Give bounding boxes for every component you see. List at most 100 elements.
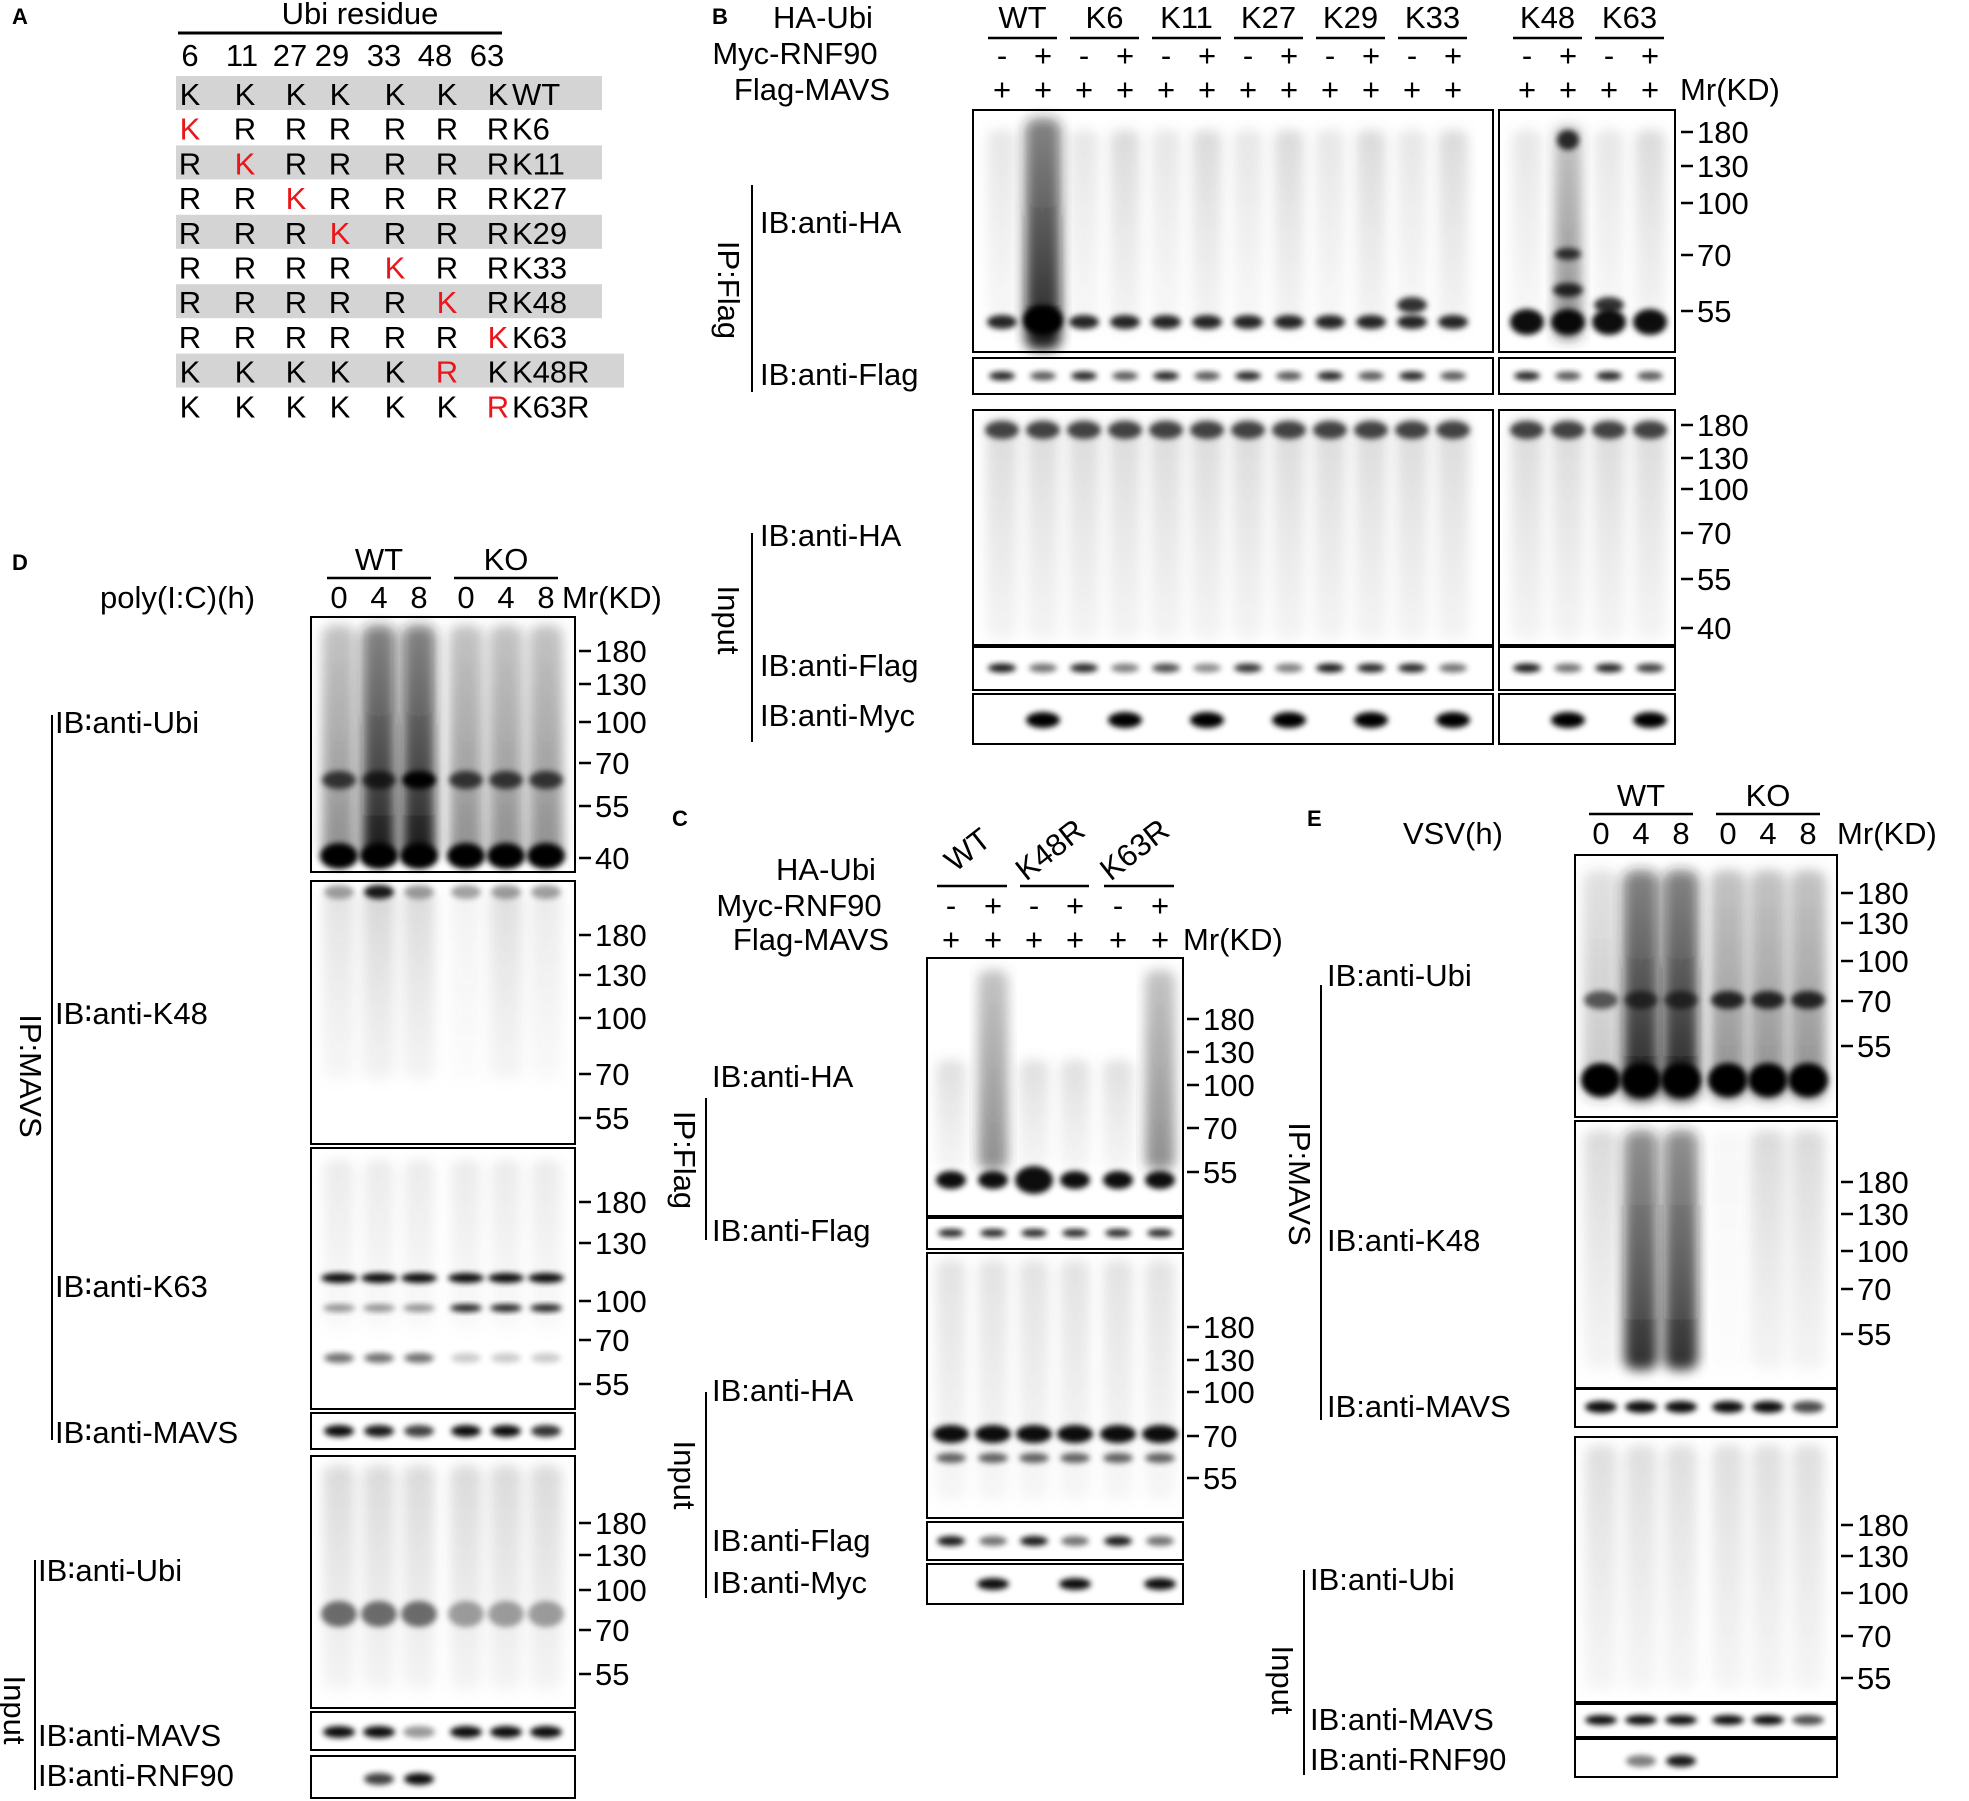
band-65kd [531, 1353, 561, 1363]
smear-input [1150, 418, 1182, 640]
smear [449, 625, 483, 860]
residue-cell: K [286, 181, 307, 216]
marker-label-130: 130 [595, 1226, 647, 1261]
residue-cell: K [437, 77, 458, 112]
band-65kd [364, 1353, 394, 1363]
band-55kd [1510, 309, 1544, 335]
smear-input [1396, 418, 1428, 640]
panel-c-label-ha-ubi: HA-Ubi [776, 852, 876, 887]
band-70kd [449, 771, 483, 789]
band-55kd [1274, 315, 1304, 329]
smear [1145, 970, 1175, 1170]
smear-light [1103, 1060, 1133, 1170]
residue-cell: K [235, 146, 256, 181]
band [1019, 1453, 1049, 1463]
panel-c: HA-Ubi Myc-RNF90 Flag-MAVS WT K48R K63R-++… [667, 812, 1283, 1605]
band-70kd [488, 1601, 524, 1627]
marker-label-180: 180 [595, 634, 647, 669]
panel-b-ib-ip-flag: IB:anti-Flag [760, 357, 919, 392]
residue-position-63: 63 [470, 38, 504, 73]
residue-cell: R [285, 112, 307, 147]
residue-cell: R [179, 146, 201, 181]
band-flag [1071, 371, 1097, 381]
band-mavs [1665, 1401, 1697, 1413]
panel-c-label-flag-mavs: Flag-MAVS [733, 922, 889, 957]
smear-input [1625, 1445, 1657, 1690]
residue-position-11: 11 [226, 38, 258, 73]
panel-d-ip-k63-bands [321, 1160, 564, 1363]
panel-d-in-rnf90-bands [364, 1773, 434, 1785]
band-input-top [1354, 421, 1388, 439]
panel-letter-e: E [1307, 806, 1322, 831]
group-label-wt: WT [938, 821, 998, 878]
panel-c-label-myc-rnf90: Myc-RNF90 [716, 888, 881, 923]
band-mavs [1585, 1715, 1617, 1725]
panel-d: WT KO0 4 8 0 4 8 poly(I:C)(h) Mr(KD) IB∶anti-U… [0, 542, 662, 1799]
row-shade [176, 76, 602, 110]
row-shade [176, 284, 602, 319]
band-flag [1440, 371, 1466, 381]
myc-sign: - [997, 38, 1007, 73]
myc-sign: + [1116, 38, 1134, 73]
panel-e-treatment: VSV(h) [1403, 816, 1503, 851]
panel-e: WT KO0 4 8 0 4 8 VSV(h) Mr(KD) IB:anti-Ubi IB:… [1265, 778, 1937, 1778]
flag-sign: + [1239, 72, 1257, 107]
smear-strong [1025, 118, 1061, 350]
marker-label-100: 100 [1697, 472, 1749, 507]
marker-label-180: 180 [1857, 876, 1909, 911]
flag-sign: + [1403, 72, 1421, 107]
smear [531, 1160, 561, 1330]
smear-input [1792, 1445, 1824, 1690]
smear-input [1752, 1445, 1784, 1690]
row-label-k27: K27 [512, 181, 567, 216]
row-label-k48: K48 [512, 285, 567, 320]
smear [1751, 1130, 1785, 1370]
band-flag [979, 1536, 1007, 1546]
timepoint-0: 0 [1592, 816, 1609, 851]
panel-b-blot-in-myc-left [972, 693, 1494, 745]
band-flag [937, 1536, 965, 1546]
panel-d-ib-ip-mavs: IB∶anti-MAVS [55, 1415, 238, 1450]
band-myc [977, 1578, 1009, 1590]
panel-d-ib-ip-ubi: IB∶anti-Ubi [55, 705, 199, 740]
panel-b-ib-in-ha: IB:anti-HA [760, 518, 902, 553]
row-label-wt: WT [512, 77, 560, 112]
band-70kd [361, 1601, 397, 1627]
band-65kd [491, 1353, 521, 1363]
panel-d-markers: 1801301007055401801301007055180130100705… [579, 634, 647, 1692]
row-label-k6: K6 [512, 112, 550, 147]
residue-cell: R [234, 320, 256, 355]
myc-sign: - [1161, 38, 1171, 73]
band-top [491, 885, 521, 899]
band-myc [1436, 712, 1470, 728]
band-flag [1111, 663, 1139, 673]
band [978, 1453, 1008, 1463]
smear [530, 890, 562, 1080]
residue-cell: K [437, 389, 458, 424]
band-mavs [1625, 1401, 1657, 1413]
marker-label-55: 55 [595, 1367, 629, 1402]
band-flag [1030, 371, 1056, 381]
myc-sign: - [1079, 38, 1089, 73]
residue-cell: R [384, 112, 406, 147]
band-flag [1596, 371, 1622, 381]
smear [1663, 870, 1699, 1100]
panel-d-ip-label: IP:MAVS [13, 1014, 48, 1137]
band-input-top [1231, 421, 1265, 439]
residue-cell: R [487, 112, 509, 147]
panel-c-blot-in-flag [926, 1521, 1184, 1561]
smear [489, 625, 523, 860]
band-myc [1551, 712, 1585, 728]
band-input-top [1592, 421, 1626, 439]
band-70kd [322, 771, 356, 789]
panel-c-ib-in-flag: IB:anti-Flag [712, 1523, 871, 1558]
band-55kd [987, 315, 1017, 329]
smear [1711, 1130, 1745, 1370]
residue-cell: K [180, 112, 201, 147]
marker-label-100: 100 [1203, 1068, 1255, 1103]
marker-label-70: 70 [1857, 1272, 1891, 1307]
marker-label-180: 180 [1857, 1165, 1909, 1200]
residue-cell: R [179, 320, 201, 355]
